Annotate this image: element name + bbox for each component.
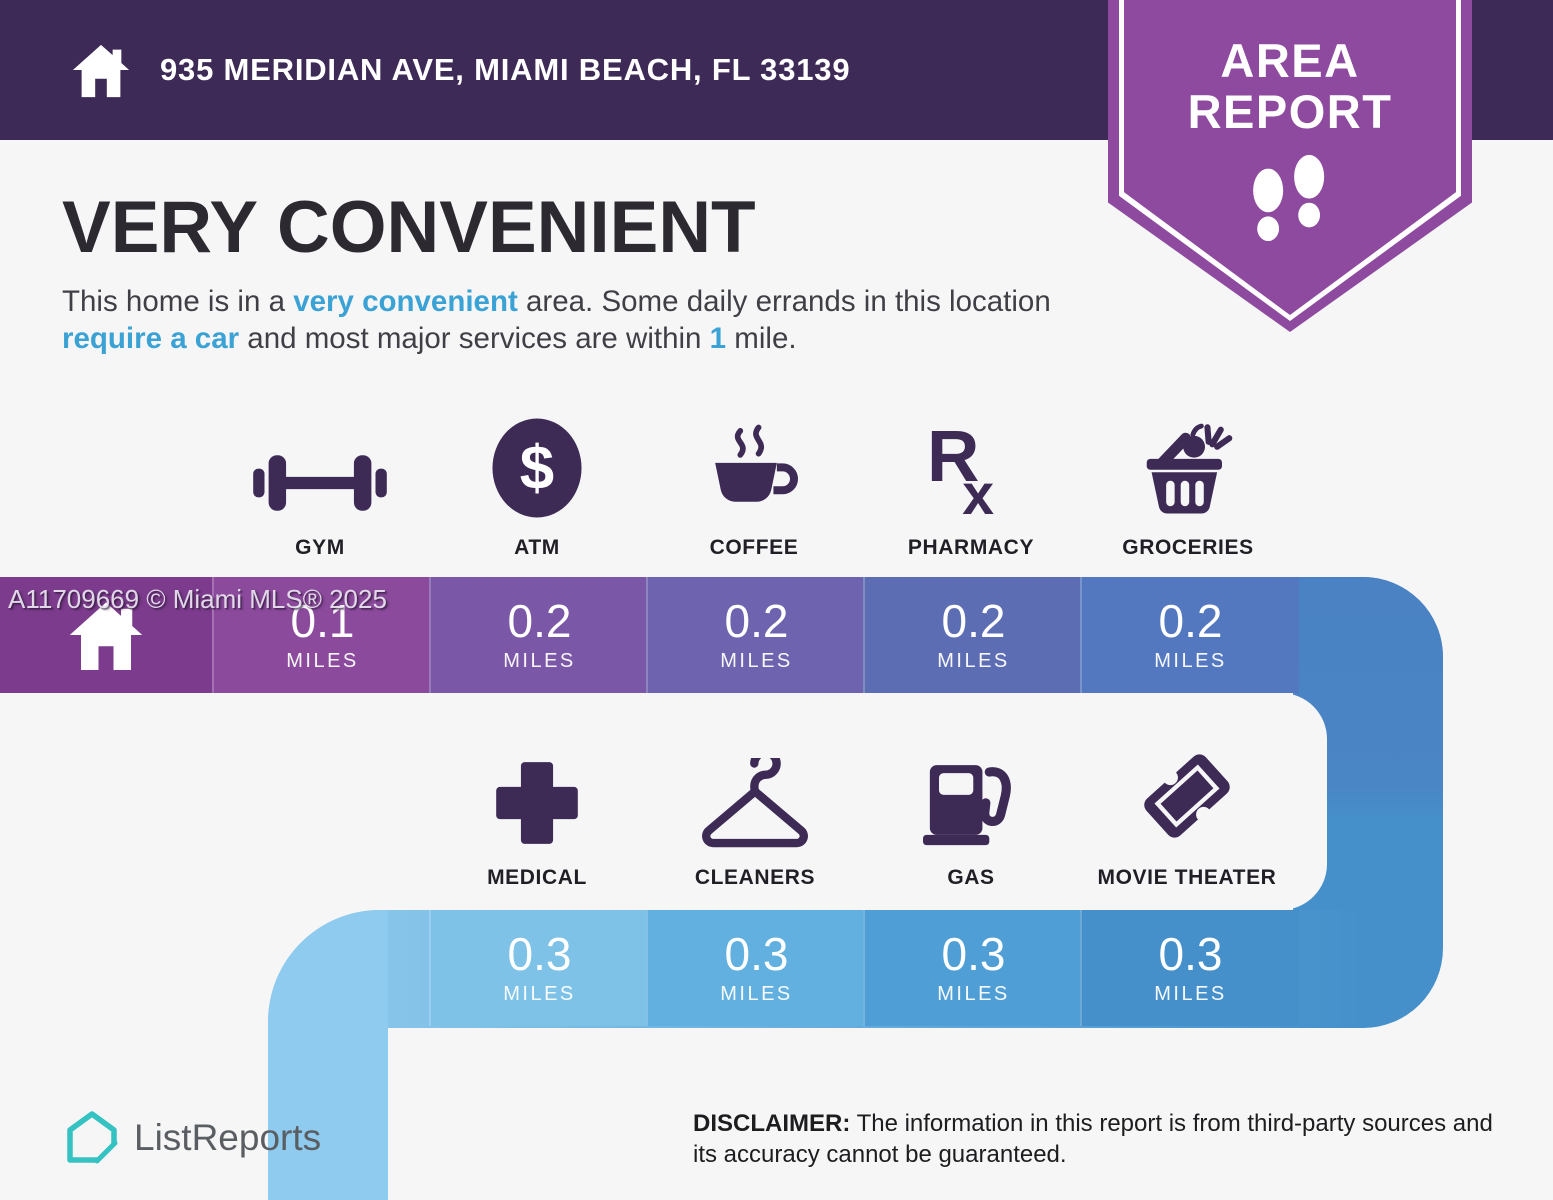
listreports-brand: ListReports: [64, 1110, 321, 1166]
distance-unit: MILES: [503, 649, 576, 672]
intro-text: area. Some daily errands in this locatio…: [517, 285, 1051, 318]
distance-unit: MILES: [503, 982, 576, 1005]
hanger-icon: [702, 758, 808, 848]
distance-unit: MILES: [286, 649, 359, 672]
intro-text: and most major services are within: [239, 321, 710, 355]
mls-watermark: A11709669 © Miami MLS® 2025: [8, 584, 387, 614]
svg-text:R: R: [927, 416, 979, 497]
distance-unit: MILES: [720, 982, 793, 1005]
brand-name: ListReports: [134, 1117, 322, 1158]
intro-paragraph: This home is in a very convenient area. …: [62, 284, 1102, 357]
distance-value: 0.1: [290, 594, 355, 647]
distance-cell-gas: 0.3 MILES: [863, 910, 1082, 1026]
distance-cell-medical: 0.3 MILES: [429, 910, 648, 1026]
category-movie-theater: MOVIE THEATER: [1057, 738, 1317, 890]
route-gap-lower: [388, 1028, 1553, 1200]
distance-cell-coffee: 0.2 MILES: [646, 577, 865, 693]
category-groceries: GROCERIES: [1080, 402, 1296, 560]
category-label: MOVIE THEATER: [1097, 866, 1277, 889]
distance-cell-gym: 0.1 MILES: [212, 577, 431, 693]
intro-highlight: 1: [709, 321, 727, 355]
intro-highlight: very convenient: [293, 285, 518, 318]
category-label: GAS: [947, 866, 995, 889]
category-coffee: COFFEE: [646, 402, 862, 560]
distance-value: 0.2: [1158, 594, 1223, 647]
category-label: COFFEE: [709, 536, 799, 559]
distance-unit: MILES: [1154, 649, 1227, 672]
footprints-icon: [1253, 154, 1325, 241]
category-label: ATM: [514, 536, 560, 559]
badge-title-line2: REPORT: [1187, 84, 1393, 138]
category-label: PHARMACY: [907, 536, 1035, 559]
dumbbell-icon: [253, 455, 387, 511]
home-start-cell: [0, 577, 212, 693]
home-icon: [69, 602, 143, 670]
property-address: 935 MERIDIAN AVE, MIAMI BEACH, FL 33139: [160, 52, 851, 87]
medical-cross-icon: [496, 762, 578, 844]
listreports-logo: [67, 1111, 118, 1164]
distance-value: 0.2: [941, 594, 1006, 647]
route-curve-left: [268, 910, 388, 1200]
badge-title-line1: AREA: [1220, 34, 1360, 87]
disclaimer-body: The information in this report is from t…: [693, 1110, 1493, 1169]
distance-value: 0.2: [724, 594, 789, 647]
svg-text:$: $: [520, 434, 554, 503]
distance-cell-atm: 0.2 MILES: [429, 577, 648, 693]
intro-highlight: require a car: [62, 321, 240, 355]
distance-unit: MILES: [720, 649, 793, 672]
rx-icon: R x: [927, 416, 994, 520]
distance-unit: MILES: [937, 649, 1010, 672]
category-label: GYM: [295, 536, 345, 559]
route-gap-upper: [0, 693, 1327, 910]
disclaimer-text: DISCLAIMER: The information in this repo…: [693, 1108, 1503, 1170]
distance-value: 0.3: [507, 927, 572, 980]
category-medical: MEDICAL: [407, 738, 667, 890]
distance-cell-groceries: 0.2 MILES: [1080, 577, 1299, 693]
home-icon: [72, 44, 130, 98]
dollar-icon: $: [492, 418, 582, 518]
category-gas: GAS: [841, 738, 1101, 890]
ticket-icon: [1144, 754, 1230, 838]
distance-cell-pharmacy: 0.2 MILES: [863, 577, 1082, 693]
page-title: VERY CONVENIENT: [62, 187, 756, 268]
category-atm: $ ATM: [429, 402, 645, 560]
category-gym: GYM: [212, 402, 428, 560]
distance-value: 0.3: [941, 927, 1006, 980]
coffee-cup-icon: [715, 424, 798, 502]
grocery-basket-icon: [1146, 423, 1233, 514]
distance-unit: MILES: [1154, 982, 1227, 1005]
intro-text: This home is in a: [62, 285, 294, 318]
disclaimer-label: DISCLAIMER:: [693, 1110, 851, 1137]
category-label: GROCERIES: [1122, 536, 1254, 559]
distance-cell-movie-theater: 0.3 MILES: [1080, 910, 1299, 1026]
category-cleaners: CLEANERS: [625, 738, 885, 890]
area-report-badge: AREA REPORT: [1108, 0, 1472, 332]
category-pharmacy: R x PHARMACY: [863, 402, 1079, 560]
svg-text:x: x: [962, 463, 994, 520]
gas-pump-icon: [923, 765, 1011, 846]
category-label: CLEANERS: [694, 866, 816, 889]
distance-cell-cleaners: 0.3 MILES: [646, 910, 865, 1026]
category-label: MEDICAL: [487, 866, 587, 889]
distance-unit: MILES: [937, 982, 1010, 1005]
distance-value: 0.3: [724, 927, 789, 980]
intro-text: mile.: [726, 321, 797, 355]
distance-value: 0.3: [1158, 927, 1223, 980]
distance-value: 0.2: [507, 594, 572, 647]
